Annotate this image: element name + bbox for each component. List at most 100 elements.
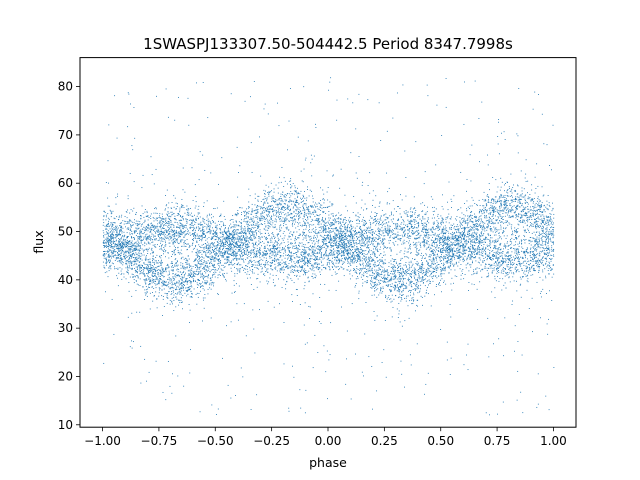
data-point (191, 296, 193, 298)
data-point (245, 243, 247, 245)
data-point (320, 235, 322, 237)
data-point (528, 211, 530, 213)
data-point (158, 282, 160, 284)
data-point (243, 211, 245, 212)
data-point (445, 283, 447, 285)
data-point (273, 200, 275, 202)
data-point (125, 254, 127, 256)
data-point (283, 209, 285, 211)
data-point (245, 233, 247, 235)
data-point (164, 292, 166, 294)
data-point (424, 275, 426, 277)
data-point (400, 273, 402, 275)
data-point (359, 268, 361, 269)
data-point (283, 225, 284, 227)
data-point (376, 272, 378, 274)
data-point (411, 281, 413, 283)
data-point (441, 250, 443, 252)
data-point (125, 211, 127, 212)
data-point (510, 205, 512, 207)
data-point (502, 232, 504, 233)
data-point (391, 266, 393, 268)
data-point (462, 220, 464, 222)
data-point (433, 263, 435, 265)
data-point (208, 284, 210, 286)
data-point (250, 213, 252, 215)
data-point (439, 241, 441, 243)
data-point (264, 223, 266, 225)
data-point (251, 235, 252, 236)
data-point (524, 220, 525, 222)
data-point (128, 262, 130, 264)
data-point (113, 222, 115, 224)
data-point (153, 267, 155, 269)
data-point (248, 246, 250, 248)
data-point (277, 253, 279, 255)
data-point (195, 293, 197, 295)
data-point (384, 259, 386, 261)
data-point (202, 277, 204, 279)
data-point (323, 229, 325, 231)
data-point (127, 260, 129, 262)
data-point (503, 206, 505, 208)
data-point (323, 220, 325, 222)
data-point (155, 270, 157, 272)
data-point (434, 237, 436, 239)
data-point (225, 236, 227, 238)
data-point (355, 278, 357, 280)
data-point (166, 302, 168, 304)
data-point (293, 206, 294, 208)
data-point (197, 278, 199, 280)
data-point (510, 199, 512, 201)
data-point (304, 216, 305, 218)
data-point (375, 285, 377, 287)
data-point (425, 269, 427, 270)
data-point (338, 233, 339, 235)
data-point (378, 268, 380, 270)
data-point (282, 201, 284, 203)
data-point (155, 278, 157, 280)
data-point (539, 234, 541, 236)
data-point (172, 264, 173, 266)
data-point (483, 207, 485, 209)
data-point (129, 255, 131, 257)
data-point (444, 241, 446, 243)
data-point (189, 267, 190, 269)
data-point (448, 239, 450, 241)
data-point (435, 256, 437, 258)
data-point (400, 287, 402, 289)
data-point (504, 190, 505, 192)
data-point (295, 191, 297, 193)
data-point (271, 204, 273, 206)
data-point (474, 203, 476, 204)
data-point (169, 278, 171, 280)
data-point (377, 275, 379, 277)
data-point (118, 233, 120, 235)
data-point (524, 194, 526, 196)
data-point (210, 246, 212, 248)
data-point (250, 237, 252, 239)
data-point (272, 195, 274, 197)
data-point (294, 223, 295, 225)
data-point (475, 223, 477, 225)
data-point (303, 324, 305, 326)
data-point (416, 288, 418, 290)
data-point (194, 270, 196, 272)
data-point (390, 280, 392, 282)
data-point (281, 219, 283, 221)
data-point (133, 256, 134, 258)
data-point (201, 285, 202, 287)
data-point (440, 242, 442, 244)
data-point (317, 223, 319, 225)
data-point (320, 187, 322, 189)
data-point (358, 298, 360, 300)
data-point (222, 274, 224, 276)
data-point (530, 206, 531, 208)
data-point (438, 251, 439, 252)
data-point (444, 267, 446, 269)
data-point (406, 272, 408, 274)
data-point (155, 277, 157, 279)
data-point (347, 230, 349, 232)
data-point (282, 207, 284, 209)
data-point (414, 271, 415, 273)
